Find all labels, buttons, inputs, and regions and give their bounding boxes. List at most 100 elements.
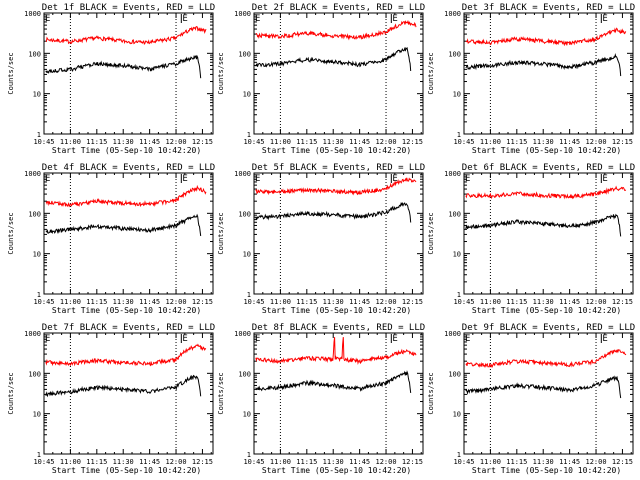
lld-series-line [45, 184, 207, 208]
x-tick-label: 10:45 [33, 298, 54, 306]
x-tick-label: 10:45 [243, 298, 264, 306]
detector-panel: Det 3f BLACK = Events, RED = LLD Counts/s… [427, 3, 635, 155]
y-tick-label: 1 [247, 291, 251, 299]
flare-marker: E [182, 174, 187, 184]
detector-panel: Det 6f BLACK = Events, RED = LLD Counts/s… [427, 163, 635, 315]
x-tick-label: 11:45 [349, 138, 370, 146]
plot-frame [253, 332, 424, 455]
y-tick-label: 1 [37, 131, 41, 139]
x-axis-label: Start Time (05-Sep-10 10:42:20) [52, 306, 201, 315]
x-tick-label: 11:00 [270, 298, 291, 306]
x-axis-label: Start Time (05-Sep-10 10:42:20) [262, 466, 411, 475]
y-tick-label: 100 [28, 370, 41, 378]
y-axis-label: Counts/sec [427, 212, 435, 254]
y-tick-label: 10 [33, 251, 41, 259]
x-tick-label: 11:00 [270, 458, 291, 466]
y-tick-label: 1000 [444, 10, 461, 18]
events-series-line [45, 54, 202, 79]
plot-frame [43, 332, 214, 455]
x-tick-label: 10:45 [33, 458, 54, 466]
plot-frame [463, 172, 634, 295]
y-tick-label: 10 [33, 411, 41, 419]
panel-title: Det 1f BLACK = Events, RED = LLD [42, 3, 215, 13]
x-tick-label: 11:30 [323, 138, 344, 146]
y-tick-label: 100 [28, 210, 41, 218]
x-tick-label: 12:00 [585, 298, 606, 306]
detector-panel: Det 9f BLACK = Events, RED = LLD Counts/s… [427, 323, 635, 475]
y-axis-label: Counts/sec [217, 372, 225, 414]
y-tick-label: 1 [247, 451, 251, 459]
y-tick-label: 1 [457, 131, 461, 139]
x-tick-label: 10:45 [453, 138, 474, 146]
flare-marker: E [45, 334, 50, 344]
flare-marker: E [465, 174, 470, 184]
x-tick-label: 11:00 [60, 138, 81, 146]
y-tick-label: 10 [243, 251, 251, 259]
x-tick-label: 12:00 [585, 458, 606, 466]
x-tick-label: 11:45 [139, 298, 160, 306]
flare-marker: E [45, 14, 50, 24]
x-tick-label: 11:30 [533, 138, 554, 146]
y-tick-label: 1000 [234, 170, 251, 178]
x-tick-label: 11:00 [480, 138, 501, 146]
detector-panel: Det 5f BLACK = Events, RED = LLD Counts/s… [217, 163, 425, 315]
x-tick-label: 12:00 [375, 458, 396, 466]
y-axis-label: Counts/sec [7, 372, 15, 414]
y-axis-label: Counts/sec [427, 372, 435, 414]
lld-series-line [45, 26, 207, 46]
detector-panel: Det 2f BLACK = Events, RED = LLD Counts/s… [217, 3, 425, 155]
detector-panel: Det 4f BLACK = Events, RED = LLD Counts/s… [7, 163, 215, 315]
events-series-line [255, 46, 412, 72]
panel-title: Det 9f BLACK = Events, RED = LLD [462, 323, 635, 333]
flare-marker: E [465, 14, 470, 24]
x-tick-label: 12:00 [165, 458, 186, 466]
y-tick-label: 1000 [234, 330, 251, 338]
y-tick-label: 1 [247, 131, 251, 139]
y-tick-label: 10 [243, 91, 251, 99]
y-tick-label: 1 [457, 291, 461, 299]
x-tick-label: 11:45 [139, 458, 160, 466]
x-tick-label: 12:15 [612, 298, 633, 306]
detector-panel: Det 1f BLACK = Events, RED = LLD Counts/s… [7, 3, 215, 155]
x-tick-label: 11:15 [296, 138, 317, 146]
y-tick-label: 1 [37, 291, 41, 299]
x-tick-label: 11:15 [506, 138, 527, 146]
x-tick-label: 11:15 [86, 298, 107, 306]
x-axis-label: Start Time (05-Sep-10 10:42:20) [262, 146, 411, 155]
x-tick-label: 10:45 [453, 298, 474, 306]
y-tick-label: 100 [448, 370, 461, 378]
lld-series-line [45, 343, 207, 367]
x-tick-label: 12:15 [612, 138, 633, 146]
events-series-line [255, 201, 412, 223]
y-tick-label: 100 [28, 50, 41, 58]
x-tick-label: 11:30 [323, 298, 344, 306]
y-tick-label: 10 [33, 91, 41, 99]
y-tick-label: 1 [457, 451, 461, 459]
y-tick-label: 100 [238, 210, 251, 218]
flare-marker: E [602, 14, 607, 24]
panel-title: Det 7f BLACK = Events, RED = LLD [42, 323, 215, 333]
x-tick-label: 11:45 [349, 298, 370, 306]
events-series-line [45, 374, 202, 398]
lld-series-line [255, 19, 417, 41]
x-tick-label: 12:15 [402, 298, 423, 306]
panel-title: Det 6f BLACK = Events, RED = LLD [462, 163, 635, 173]
x-tick-label: 10:45 [243, 458, 264, 466]
y-tick-label: 100 [238, 50, 251, 58]
x-axis-label: Start Time (05-Sep-10 10:42:20) [262, 306, 411, 315]
x-tick-label: 11:30 [113, 138, 134, 146]
panel-title: Det 8f BLACK = Events, RED = LLD [252, 323, 425, 333]
plot-frame [253, 12, 424, 135]
detector-panel: Det 8f BLACK = Events, RED = LLD Counts/s… [217, 323, 425, 475]
x-tick-label: 10:45 [33, 138, 54, 146]
panel-title: Det 3f BLACK = Events, RED = LLD [462, 3, 635, 13]
x-tick-label: 11:45 [559, 458, 580, 466]
events-series-line [255, 370, 412, 393]
events-series-line [465, 375, 622, 399]
x-tick-label: 12:00 [375, 298, 396, 306]
y-axis-label: Counts/sec [217, 212, 225, 254]
x-tick-label: 11:15 [506, 298, 527, 306]
flare-marker: E [182, 14, 187, 24]
flare-marker: E [255, 14, 260, 24]
y-tick-label: 100 [448, 50, 461, 58]
